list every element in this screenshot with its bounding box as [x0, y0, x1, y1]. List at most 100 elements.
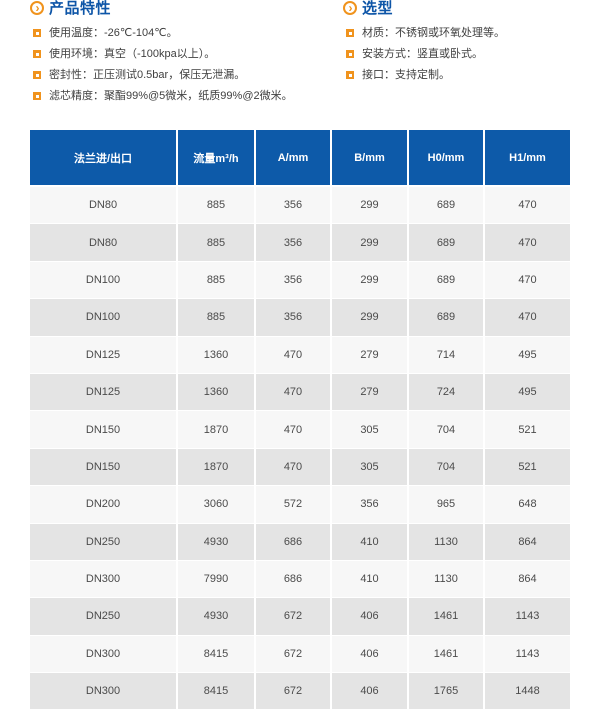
- square-bullet-icon: [33, 29, 41, 37]
- feature-item: 使用环境：真空（-100kpa以上）。: [33, 48, 343, 60]
- table-cell: 689: [409, 187, 485, 225]
- table-cell: 689: [409, 261, 485, 300]
- table-cell: 704: [409, 411, 485, 449]
- table-cell: 495: [485, 336, 570, 374]
- table-cell: 356: [332, 486, 409, 524]
- table-cell: DN80: [30, 224, 178, 262]
- circle-chevron-icon: ›: [30, 0, 44, 15]
- product-features-section: › 产品特性 使用温度：-26℃-104℃。 使用环境：真空（-100kpa以上）…: [30, 0, 343, 111]
- spec-table-body: DN80 885 356 299 689 470 DN80 885 356 299 689 470 DN…: [30, 187, 570, 711]
- table-cell: 279: [332, 336, 409, 374]
- table-cell: 299: [332, 224, 409, 262]
- column-header: A/mm: [256, 130, 332, 187]
- table-cell: 864: [485, 523, 570, 561]
- feature-item-text: 安装方式：竖直或卧式。: [362, 48, 483, 60]
- table-cell: DN200: [30, 486, 178, 524]
- feature-item-text: 接口：支持定制。: [362, 69, 450, 81]
- table-cell: 299: [332, 187, 409, 225]
- table-row: DN300 7990 686 410 1130 864: [30, 560, 570, 599]
- table-cell: 305: [332, 411, 409, 449]
- table-cell: DN300: [30, 673, 178, 711]
- table-row: DN100 885 356 299 689 470: [30, 261, 570, 300]
- table-cell: 356: [256, 224, 332, 262]
- table-cell: 495: [485, 373, 570, 412]
- feature-item-text: 使用环境：真空（-100kpa以上）。: [49, 48, 216, 60]
- table-cell: 410: [332, 523, 409, 561]
- table-cell: 305: [332, 448, 409, 487]
- column-header: H1/mm: [485, 130, 570, 187]
- feature-item-text: 密封性：正压测试0.5bar，保压无泄漏。: [49, 69, 246, 81]
- table-cell: DN250: [30, 523, 178, 561]
- table-cell: 1360: [178, 373, 256, 412]
- table-cell: 965: [409, 486, 485, 524]
- table-cell: 470: [485, 224, 570, 262]
- table-cell: 704: [409, 448, 485, 487]
- table-cell: 1461: [409, 635, 485, 674]
- table-cell: 572: [256, 486, 332, 524]
- table-cell: 1143: [485, 635, 570, 674]
- table-cell: 521: [485, 411, 570, 449]
- table-cell: DN150: [30, 448, 178, 487]
- feature-item: 安装方式：竖直或卧式。: [346, 48, 570, 60]
- feature-item: 接口：支持定制。: [346, 69, 570, 81]
- circle-chevron-icon: ›: [343, 0, 357, 15]
- top-section: › 产品特性 使用温度：-26℃-104℃。 使用环境：真空（-100kpa以上）…: [0, 0, 600, 111]
- table-cell: 1360: [178, 336, 256, 374]
- table-cell: 672: [256, 635, 332, 674]
- square-bullet-icon: [33, 50, 41, 58]
- table-cell: DN125: [30, 336, 178, 374]
- table-cell: 470: [485, 299, 570, 337]
- table-cell: 406: [332, 635, 409, 674]
- table-cell: 672: [256, 598, 332, 636]
- table-cell: 885: [178, 224, 256, 262]
- table-cell: 4930: [178, 598, 256, 636]
- table-cell: 470: [256, 373, 332, 412]
- feature-item: 材质：不锈钢或环氧处理等。: [346, 27, 570, 39]
- table-row: DN100 885 356 299 689 470: [30, 299, 570, 337]
- selection-heading: › 选型: [343, 0, 570, 18]
- feature-item: 使用温度：-26℃-104℃。: [33, 27, 343, 39]
- table-cell: 356: [256, 261, 332, 300]
- table-cell: 410: [332, 560, 409, 599]
- table-cell: 470: [485, 187, 570, 225]
- spec-table-container: 法兰进/出口 流量m³/h A/mm B/mm H0/mm H1/mm DN80 885 35…: [0, 130, 600, 711]
- table-cell: DN300: [30, 635, 178, 674]
- table-row: DN150 1870 470 305 704 521: [30, 411, 570, 449]
- table-cell: 689: [409, 224, 485, 262]
- square-bullet-icon: [33, 71, 41, 79]
- table-cell: 885: [178, 187, 256, 225]
- table-cell: 3060: [178, 486, 256, 524]
- table-cell: DN300: [30, 560, 178, 599]
- table-cell: 299: [332, 261, 409, 300]
- column-header: 法兰进/出口: [30, 130, 178, 187]
- table-row: DN125 1360 470 279 714 495: [30, 336, 570, 374]
- table-cell: 356: [256, 299, 332, 337]
- table-cell: 885: [178, 261, 256, 300]
- table-row: DN150 1870 470 305 704 521: [30, 448, 570, 487]
- table-cell: 1461: [409, 598, 485, 636]
- table-cell: 356: [256, 187, 332, 225]
- feature-item-text: 材质：不锈钢或环氧处理等。: [362, 27, 505, 39]
- section-title: 选型: [362, 0, 394, 17]
- table-cell: 8415: [178, 673, 256, 711]
- table-cell: 724: [409, 373, 485, 412]
- column-header: B/mm: [332, 130, 409, 187]
- product-features-list: 使用温度：-26℃-104℃。使用环境：真空（-100kpa以上）。密封性：正压…: [30, 27, 343, 102]
- table-cell: 1448: [485, 673, 570, 711]
- table-cell: DN150: [30, 411, 178, 449]
- table-row: DN250 4930 672 406 1461 1143: [30, 598, 570, 636]
- table-row: DN300 8415 672 406 1461 1143: [30, 635, 570, 674]
- square-bullet-icon: [346, 50, 354, 58]
- table-cell: 864: [485, 560, 570, 599]
- table-cell: 1130: [409, 560, 485, 599]
- table-cell: 406: [332, 673, 409, 711]
- table-cell: 689: [409, 299, 485, 337]
- selection-list: 材质：不锈钢或环氧处理等。 安装方式：竖直或卧式。 接口：支持定制。: [343, 27, 570, 81]
- table-cell: 521: [485, 448, 570, 487]
- table-cell: 686: [256, 560, 332, 599]
- feature-item-text: 滤芯精度：聚酯99%@5微米，纸质99%@2微米。: [49, 90, 293, 102]
- table-cell: 1765: [409, 673, 485, 711]
- square-bullet-icon: [33, 92, 41, 100]
- feature-item: 滤芯精度：聚酯99%@5微米，纸质99%@2微米。: [33, 90, 343, 102]
